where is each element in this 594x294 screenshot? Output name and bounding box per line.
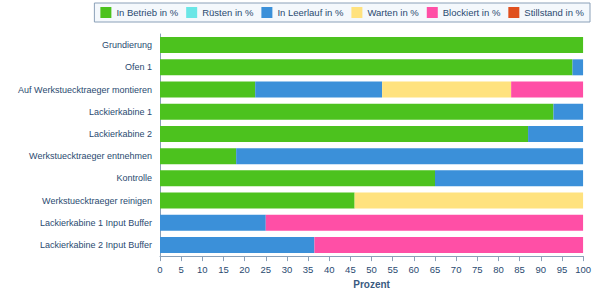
svg-text:5: 5 bbox=[179, 264, 184, 275]
svg-text:55: 55 bbox=[387, 264, 398, 275]
svg-text:Kontrolle: Kontrolle bbox=[116, 173, 152, 183]
svg-text:In Betrieb in %: In Betrieb in % bbox=[116, 7, 178, 18]
svg-text:Rüsten in %: Rüsten in % bbox=[202, 7, 254, 18]
svg-text:In Leerlauf in %: In Leerlauf in % bbox=[277, 7, 344, 18]
svg-text:60: 60 bbox=[409, 264, 420, 275]
svg-text:Stillstand in %: Stillstand in % bbox=[524, 7, 584, 18]
svg-text:20: 20 bbox=[239, 264, 250, 275]
svg-text:Lackierkabine 2: Lackierkabine 2 bbox=[89, 129, 152, 139]
svg-text:Werkstuecktraeger entnehmen: Werkstuecktraeger entnehmen bbox=[29, 151, 152, 161]
svg-text:Lackierkabine 1: Lackierkabine 1 bbox=[89, 107, 152, 117]
svg-text:40: 40 bbox=[324, 264, 335, 275]
svg-text:95: 95 bbox=[557, 264, 568, 275]
svg-text:Ofen 1: Ofen 1 bbox=[125, 62, 152, 72]
svg-text:100: 100 bbox=[575, 264, 591, 275]
svg-text:Lackierkabine 1 Input Buffer: Lackierkabine 1 Input Buffer bbox=[40, 218, 152, 228]
svg-text:85: 85 bbox=[514, 264, 525, 275]
svg-text:Lackierkabine 2 Input Buffer: Lackierkabine 2 Input Buffer bbox=[40, 240, 152, 250]
svg-text:Warten in %: Warten in % bbox=[367, 7, 419, 18]
svg-text:Werkstuecktraeger reinigen: Werkstuecktraeger reinigen bbox=[42, 196, 152, 206]
svg-text:30: 30 bbox=[282, 264, 293, 275]
svg-text:Blockiert in %: Blockiert in % bbox=[443, 7, 501, 18]
svg-text:Prozent: Prozent bbox=[353, 279, 390, 290]
svg-text:70: 70 bbox=[451, 264, 462, 275]
svg-text:25: 25 bbox=[260, 264, 271, 275]
svg-text:10: 10 bbox=[197, 264, 208, 275]
svg-text:45: 45 bbox=[345, 264, 356, 275]
svg-text:75: 75 bbox=[472, 264, 483, 275]
svg-text:80: 80 bbox=[493, 264, 504, 275]
svg-text:0: 0 bbox=[157, 264, 162, 275]
svg-text:50: 50 bbox=[366, 264, 377, 275]
svg-text:15: 15 bbox=[218, 264, 229, 275]
svg-text:65: 65 bbox=[430, 264, 441, 275]
svg-text:35: 35 bbox=[303, 264, 314, 275]
svg-text:Auf Werkstuecktraeger montiere: Auf Werkstuecktraeger montieren bbox=[18, 85, 152, 95]
svg-text:90: 90 bbox=[535, 264, 546, 275]
svg-text:Grundierung: Grundierung bbox=[102, 40, 152, 50]
